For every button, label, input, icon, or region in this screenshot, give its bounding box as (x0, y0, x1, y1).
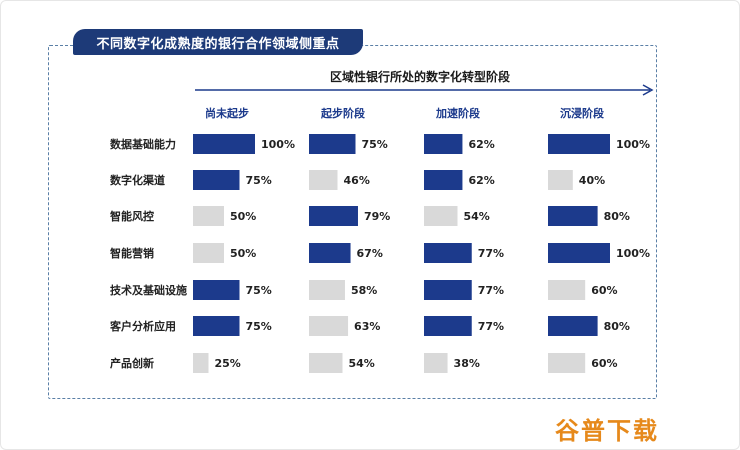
bar-value-label: 50% (230, 247, 256, 260)
bar (424, 170, 463, 190)
category-label: 客户分析应用 (109, 319, 176, 333)
bar-value-label: 62% (468, 174, 494, 187)
bar-value-label: 38% (454, 357, 480, 370)
bar-value-label: 100% (261, 138, 295, 151)
bar-value-label: 58% (351, 284, 377, 297)
arrow-label: 区域性银行所处的数字化转型阶段 (330, 70, 511, 84)
bar (193, 206, 224, 226)
bar (309, 280, 345, 300)
bar (548, 170, 573, 190)
bar-value-label: 75% (362, 138, 388, 151)
stage-arrow-head (642, 84, 654, 96)
series-header: 起步阶段 (320, 106, 365, 120)
bar (548, 353, 586, 373)
category-label: 数字化渠道 (110, 173, 165, 187)
bar (424, 243, 472, 263)
bar (193, 353, 209, 373)
category-label: 技术及基础设施 (110, 283, 187, 297)
bar (309, 243, 351, 263)
bar-value-label: 60% (591, 357, 617, 370)
bar-value-label: 77% (478, 320, 504, 333)
series-header: 沉浸阶段 (560, 106, 604, 120)
bar-value-label: 75% (246, 284, 272, 297)
bar-value-label: 80% (604, 320, 630, 333)
series-header: 加速阶段 (435, 106, 480, 120)
bar (548, 280, 586, 300)
bar-value-label: 77% (478, 284, 504, 297)
bar (548, 243, 610, 263)
bar-value-label: 75% (246, 320, 272, 333)
bar (193, 243, 224, 263)
bar (548, 316, 598, 336)
bar (193, 316, 240, 336)
bar (309, 353, 343, 373)
bar (424, 134, 463, 154)
category-label: 智能风控 (110, 209, 154, 223)
bar (424, 206, 458, 226)
bar (309, 316, 349, 336)
category-label: 数据基础能力 (110, 137, 176, 151)
series-header: 尚未起步 (205, 106, 249, 120)
chart-title: 不同数字化成熟度的银行合作领域侧重点 (73, 29, 363, 55)
bar-value-label: 75% (246, 174, 272, 187)
bar (548, 134, 610, 154)
bar-value-label: 63% (354, 320, 380, 333)
bar-value-label: 25% (215, 357, 241, 370)
bar-value-label: 100% (616, 138, 650, 151)
category-label: 产品创新 (110, 356, 154, 370)
bar-value-label: 54% (348, 357, 374, 370)
bar (193, 280, 240, 300)
bar-value-label: 46% (344, 174, 370, 187)
bar (309, 206, 358, 226)
bar-value-label: 62% (468, 138, 494, 151)
category-label: 智能营销 (110, 246, 154, 260)
bar (193, 170, 240, 190)
bar (424, 280, 472, 300)
bar (309, 170, 338, 190)
bar (309, 134, 356, 154)
bar (193, 134, 255, 154)
bar-value-label: 77% (478, 247, 504, 260)
bar-value-label: 100% (616, 247, 650, 260)
bar-value-label: 54% (463, 210, 489, 223)
bar (424, 316, 472, 336)
watermark-logo: 谷普下载 (555, 417, 659, 445)
bar-value-label: 79% (364, 210, 390, 223)
bar-value-label: 60% (591, 284, 617, 297)
bar (424, 353, 448, 373)
bar (548, 206, 598, 226)
bar-value-label: 80% (604, 210, 630, 223)
bar-value-label: 40% (579, 174, 605, 187)
bar-value-label: 50% (230, 210, 256, 223)
bar-value-label: 67% (357, 247, 383, 260)
